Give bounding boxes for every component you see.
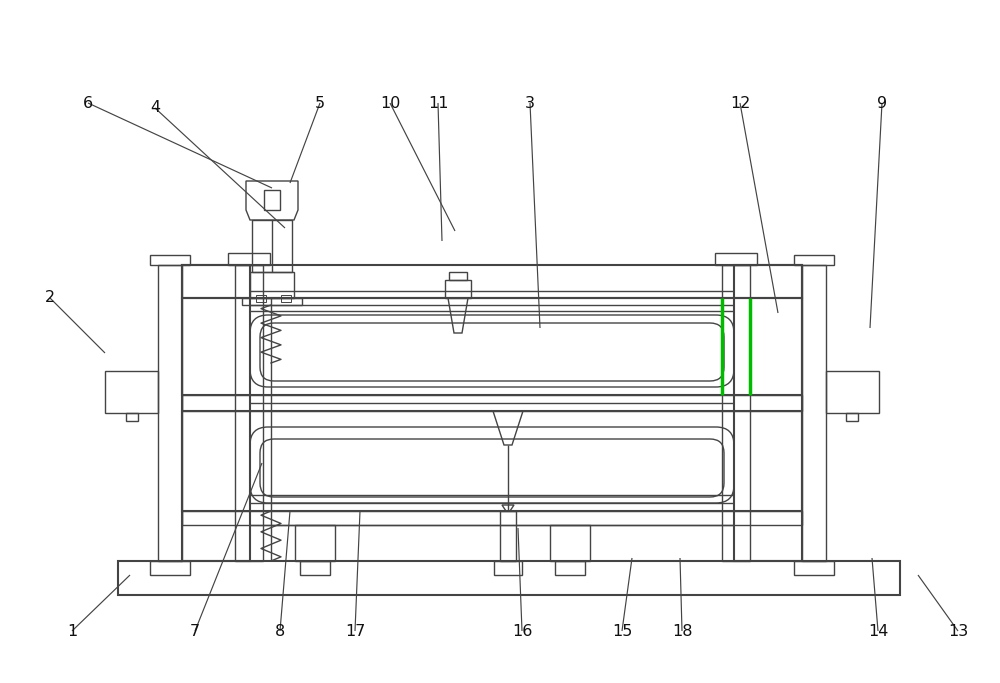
- Bar: [150, 255, 190, 265]
- Text: 15: 15: [612, 624, 632, 639]
- Text: 11: 11: [428, 96, 448, 111]
- Bar: [722, 265, 750, 561]
- Bar: [846, 413, 858, 421]
- Bar: [500, 511, 516, 561]
- Bar: [182, 395, 802, 411]
- Text: 5: 5: [315, 96, 325, 111]
- Bar: [182, 511, 802, 525]
- Text: 12: 12: [730, 96, 750, 111]
- Text: 8: 8: [275, 624, 285, 639]
- Bar: [158, 265, 182, 561]
- Bar: [264, 190, 280, 210]
- Bar: [182, 298, 802, 395]
- Bar: [734, 265, 802, 561]
- Text: 9: 9: [877, 96, 887, 111]
- Text: 16: 16: [512, 624, 532, 639]
- Text: 4: 4: [150, 100, 160, 115]
- Bar: [256, 295, 266, 302]
- Bar: [550, 525, 590, 561]
- Bar: [182, 265, 250, 561]
- Bar: [494, 561, 522, 575]
- Text: 13: 13: [948, 624, 968, 639]
- Bar: [182, 411, 802, 511]
- Bar: [105, 371, 158, 413]
- Bar: [555, 561, 585, 575]
- Bar: [281, 295, 291, 302]
- Bar: [715, 253, 757, 265]
- Text: 1: 1: [67, 624, 77, 639]
- Text: 10: 10: [380, 96, 400, 111]
- Bar: [300, 561, 330, 575]
- Bar: [295, 525, 335, 561]
- Bar: [826, 371, 879, 413]
- Text: 18: 18: [672, 624, 692, 639]
- Bar: [126, 413, 138, 421]
- Bar: [242, 298, 302, 305]
- Text: 7: 7: [190, 624, 200, 639]
- Bar: [794, 561, 834, 575]
- Text: 17: 17: [345, 624, 365, 639]
- Bar: [250, 272, 294, 298]
- Text: 2: 2: [45, 290, 55, 305]
- Bar: [794, 255, 834, 265]
- Text: 14: 14: [868, 624, 888, 639]
- Bar: [228, 253, 270, 265]
- Bar: [182, 265, 802, 298]
- Text: 6: 6: [83, 96, 93, 111]
- Bar: [802, 265, 826, 561]
- Bar: [118, 561, 900, 595]
- Bar: [235, 265, 263, 561]
- Bar: [150, 561, 190, 575]
- Text: 3: 3: [525, 96, 535, 111]
- Bar: [252, 220, 292, 272]
- Bar: [449, 272, 467, 280]
- Bar: [445, 280, 471, 298]
